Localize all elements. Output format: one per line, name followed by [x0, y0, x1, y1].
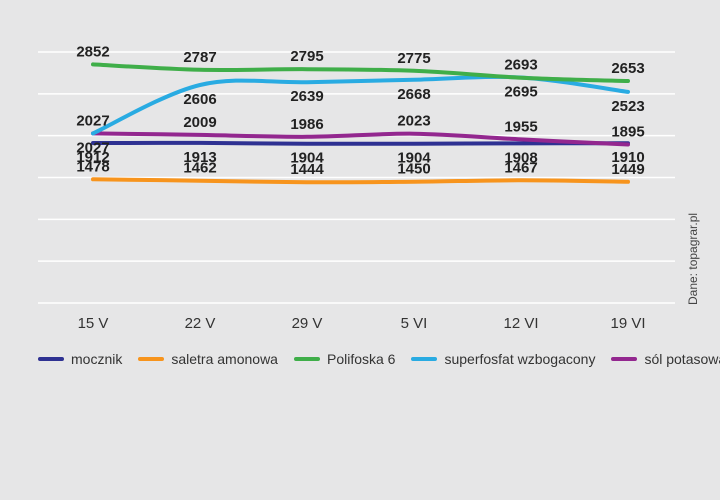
series-line-polifoska-6 [91, 62, 630, 83]
series-line-mocznik [91, 140, 630, 146]
legend-label: mocznik [71, 351, 123, 367]
series-lines [91, 62, 630, 185]
legend-swatch-superfosfat-wzbogacony [411, 357, 438, 361]
legend-swatch-mocznik [38, 357, 64, 361]
x-tick-label: 29 V [292, 315, 323, 332]
data-label: 1910 [611, 149, 644, 166]
data-label: 1450 [397, 161, 430, 178]
x-tick-label: 19 VI [610, 315, 645, 332]
data-label: 2653 [611, 60, 644, 77]
series-line-saletra-amonowa [91, 177, 630, 185]
x-tick-label: 5 VI [401, 315, 428, 332]
line-chart: 1912 1913 1904 1904 1908 1910 1478 1462 1444 1450… [38, 43, 675, 332]
data-label: 2027 [76, 112, 109, 129]
legend-label: superfosfat wzbogacony [444, 351, 596, 367]
data-label: 2795 [290, 48, 323, 65]
data-label: 1908 [504, 149, 537, 166]
x-tick-label: 12 VI [503, 315, 538, 332]
series-line-superfosfat-wzbogacony [91, 74, 630, 136]
data-label: 1478 [76, 158, 109, 175]
data-label: 2775 [397, 50, 430, 67]
legend-item-polifoska-6: Polifoska 6 [293, 351, 396, 367]
data-labels: 1912 1913 1904 1904 1908 1910 1478 1462 1444 1450… [76, 43, 644, 178]
legend-swatch-sol-potasowa [611, 357, 638, 361]
legend-label: sól potasowa [644, 351, 720, 367]
data-label: 1913 [183, 149, 216, 166]
data-label: 2852 [76, 43, 109, 60]
data-label: 1955 [504, 118, 537, 135]
data-label: 1467 [504, 159, 537, 176]
legend-item-mocznik: mocznik [38, 351, 122, 367]
x-tick-label: 15 V [78, 315, 109, 332]
legend-item-sol-potasowa: sól potasowa [611, 351, 720, 367]
data-label: 1904 [290, 150, 324, 167]
legend-swatch-saletra-amonowa [138, 357, 165, 361]
grid-lines [38, 51, 675, 304]
legend-label: Polifoska 6 [326, 351, 396, 367]
data-label: 1986 [290, 116, 323, 133]
legend-label: saletra amonowa [171, 351, 278, 367]
data-label: 2668 [397, 86, 430, 103]
data-label: 2009 [183, 114, 216, 131]
data-label: 1912 [76, 149, 109, 166]
data-label: 1895 [611, 123, 644, 140]
data-label: 2523 [611, 98, 644, 115]
data-label: 2606 [183, 91, 216, 108]
legend-item-superfosfat-wzbogacony: superfosfat wzbogacony [411, 351, 595, 367]
data-label: 1444 [290, 161, 324, 178]
data-label: 1449 [611, 161, 644, 178]
legend-item-saletra-amonowa: saletra amonowa [138, 351, 278, 367]
data-label: 2027 [76, 139, 109, 156]
data-label: 2695 [504, 84, 537, 101]
data-label: 2693 [504, 57, 537, 74]
series-line-s-l-potasowa [91, 131, 630, 147]
x-tick-label: 22 V [185, 315, 216, 332]
data-label: 2787 [183, 49, 216, 66]
legend-swatch-polifoska-6 [293, 357, 320, 361]
data-label: 2023 [397, 113, 430, 130]
data-label: 1462 [183, 160, 216, 177]
source-label: Dane: topagrar.pl [686, 212, 700, 305]
legend: mocznik saletra amonowa Polifoska 6 supe… [38, 351, 720, 367]
data-label: 2639 [290, 88, 323, 105]
x-axis-ticks: 15 V 22 V 29 V 5 VI 12 VI 19 VI [78, 315, 646, 332]
data-label: 1904 [397, 150, 431, 167]
